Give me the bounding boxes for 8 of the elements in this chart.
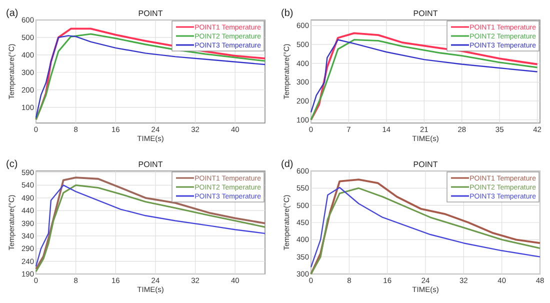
text: (b) <box>281 8 294 19</box>
chart-title: POINT <box>138 9 163 18</box>
text: (c) <box>6 159 18 170</box>
chart-title: POINT <box>413 9 438 18</box>
chart-title: POINT <box>413 160 438 169</box>
chart-title: POINT <box>138 160 163 169</box>
text: (a) <box>6 8 18 19</box>
text: (d) <box>281 159 294 170</box>
